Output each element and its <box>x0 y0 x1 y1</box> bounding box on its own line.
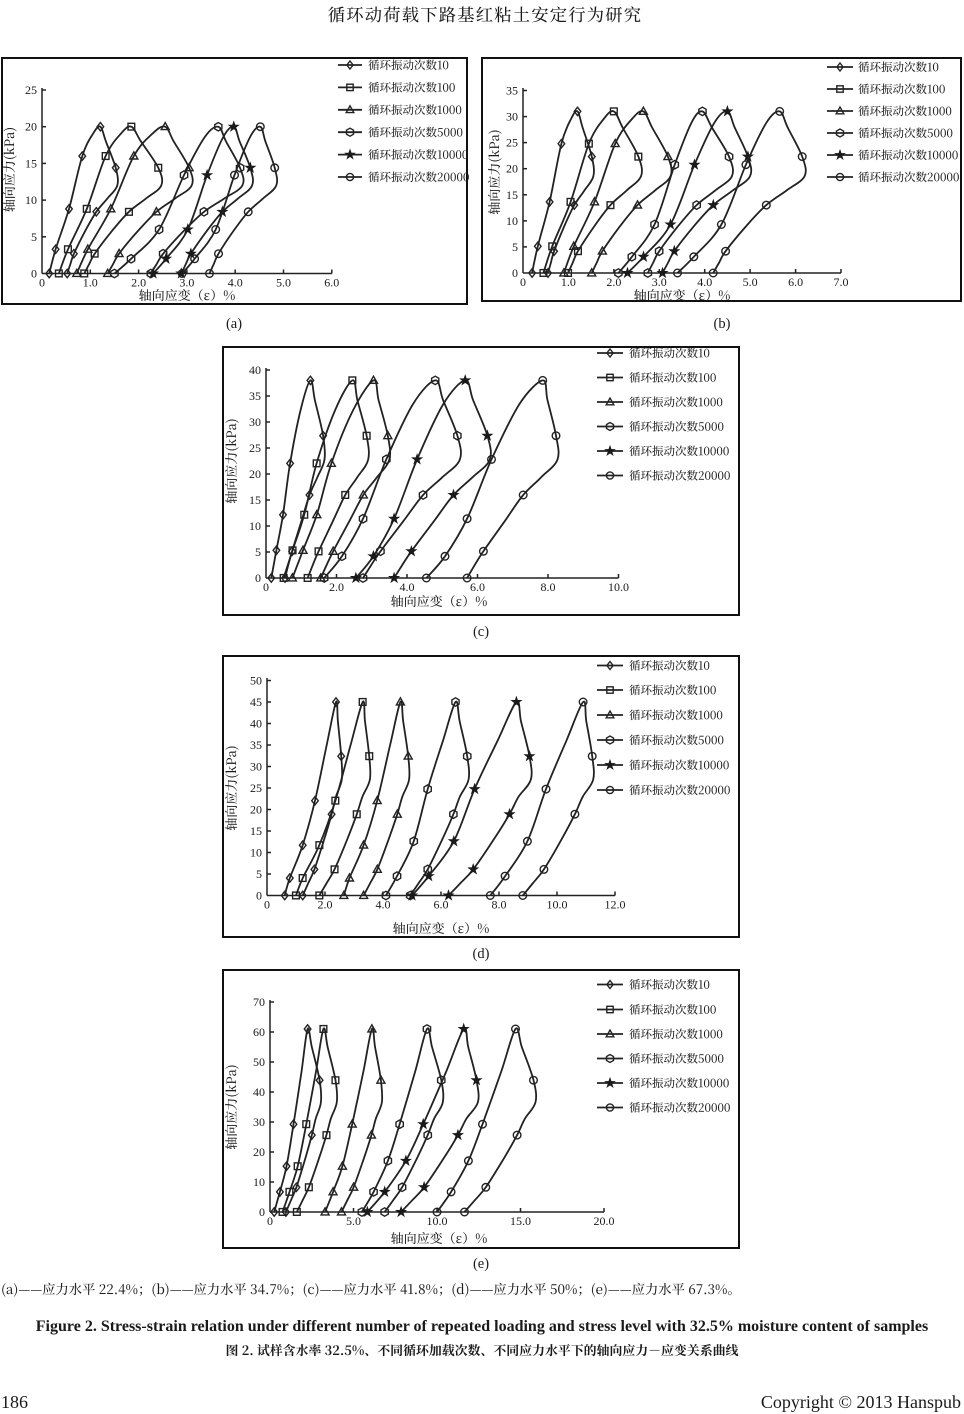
svg-text:2.0: 2.0 <box>606 275 621 289</box>
svg-text:4.0: 4.0 <box>376 898 391 912</box>
svg-text:40: 40 <box>249 363 261 377</box>
svg-text:15: 15 <box>249 493 261 507</box>
svg-text:25: 25 <box>250 781 262 795</box>
svg-text:5: 5 <box>512 240 518 254</box>
svg-text:10.0: 10.0 <box>547 898 568 912</box>
svg-text:186: 186 <box>1 1392 28 1412</box>
svg-text:6.0: 6.0 <box>788 275 803 289</box>
svg-text:(a): (a) <box>226 316 242 332</box>
svg-text:(d): (d) <box>473 946 490 962</box>
svg-text:20: 20 <box>25 120 37 134</box>
svg-text:4.0: 4.0 <box>400 580 415 594</box>
svg-text:0: 0 <box>512 266 518 280</box>
svg-text:70: 70 <box>253 995 265 1009</box>
svg-text:12.0: 12.0 <box>605 898 626 912</box>
svg-text:Figure 2. Stress-strain relati: Figure 2. Stress-strain relation under d… <box>36 1318 928 1335</box>
svg-text:0: 0 <box>267 1214 273 1228</box>
svg-text:20: 20 <box>506 162 518 176</box>
svg-text:30: 30 <box>250 760 262 774</box>
svg-text:4.0: 4.0 <box>228 276 243 290</box>
svg-text:0: 0 <box>39 276 45 290</box>
svg-text:10.0: 10.0 <box>608 580 629 594</box>
svg-text:30: 30 <box>253 1115 265 1129</box>
svg-text:5.0: 5.0 <box>276 276 291 290</box>
svg-text:0: 0 <box>259 1205 265 1219</box>
svg-text:3.0: 3.0 <box>652 275 667 289</box>
svg-text:10: 10 <box>249 519 261 533</box>
svg-text:0: 0 <box>520 275 526 289</box>
svg-text:1.0: 1.0 <box>83 276 98 290</box>
svg-text:(c): (c) <box>473 624 489 640</box>
svg-text:2.0: 2.0 <box>329 580 344 594</box>
svg-text:35: 35 <box>506 84 518 98</box>
svg-text:20: 20 <box>249 467 261 481</box>
svg-text:0: 0 <box>264 898 270 912</box>
svg-text:0: 0 <box>31 267 37 281</box>
svg-text:50: 50 <box>253 1055 265 1069</box>
svg-text:0: 0 <box>256 889 262 903</box>
svg-text:15: 15 <box>250 824 262 838</box>
svg-text:40: 40 <box>253 1085 265 1099</box>
svg-text:20: 20 <box>253 1145 265 1159</box>
svg-text:15.0: 15.0 <box>510 1214 531 1228</box>
svg-text:10: 10 <box>253 1175 265 1189</box>
svg-text:25: 25 <box>25 83 37 97</box>
svg-text:30: 30 <box>249 415 261 429</box>
svg-text:50: 50 <box>250 674 262 688</box>
svg-text:(b): (b) <box>714 316 731 332</box>
svg-text:60: 60 <box>253 1025 265 1039</box>
svg-text:6.0: 6.0 <box>324 276 339 290</box>
svg-text:7.0: 7.0 <box>834 275 849 289</box>
svg-text:10: 10 <box>25 193 37 207</box>
svg-text:6.0: 6.0 <box>434 898 449 912</box>
svg-text:5: 5 <box>256 867 262 881</box>
svg-text:5.0: 5.0 <box>346 1214 361 1228</box>
svg-text:0: 0 <box>255 571 261 585</box>
svg-text:10: 10 <box>506 214 518 228</box>
svg-text:15: 15 <box>25 156 37 170</box>
svg-text:10: 10 <box>250 846 262 860</box>
svg-text:1.0: 1.0 <box>561 275 576 289</box>
svg-text:8.0: 8.0 <box>492 898 507 912</box>
svg-text:15: 15 <box>506 188 518 202</box>
svg-text:8.0: 8.0 <box>541 580 556 594</box>
svg-text:30: 30 <box>506 110 518 124</box>
svg-text:(e): (e) <box>473 1256 489 1272</box>
svg-text:45: 45 <box>250 695 262 709</box>
svg-text:5.0: 5.0 <box>743 275 758 289</box>
svg-text:20.0: 20.0 <box>594 1214 615 1228</box>
svg-text:3.0: 3.0 <box>179 276 194 290</box>
svg-text:25: 25 <box>506 136 518 150</box>
svg-text:0: 0 <box>263 580 269 594</box>
svg-text:25: 25 <box>249 441 261 455</box>
svg-text:Copyright © 2013 Hanspub: Copyright © 2013 Hanspub <box>761 1392 961 1412</box>
svg-text:35: 35 <box>249 389 261 403</box>
svg-text:20: 20 <box>250 803 262 817</box>
svg-text:6.0: 6.0 <box>470 580 485 594</box>
svg-text:10.0: 10.0 <box>427 1214 448 1228</box>
svg-text:5: 5 <box>255 545 261 559</box>
svg-text:40: 40 <box>250 717 262 731</box>
svg-text:35: 35 <box>250 738 262 752</box>
svg-text:4.0: 4.0 <box>697 275 712 289</box>
svg-text:5: 5 <box>31 230 37 244</box>
svg-text:2.0: 2.0 <box>131 276 146 290</box>
svg-text:2.0: 2.0 <box>318 898 333 912</box>
